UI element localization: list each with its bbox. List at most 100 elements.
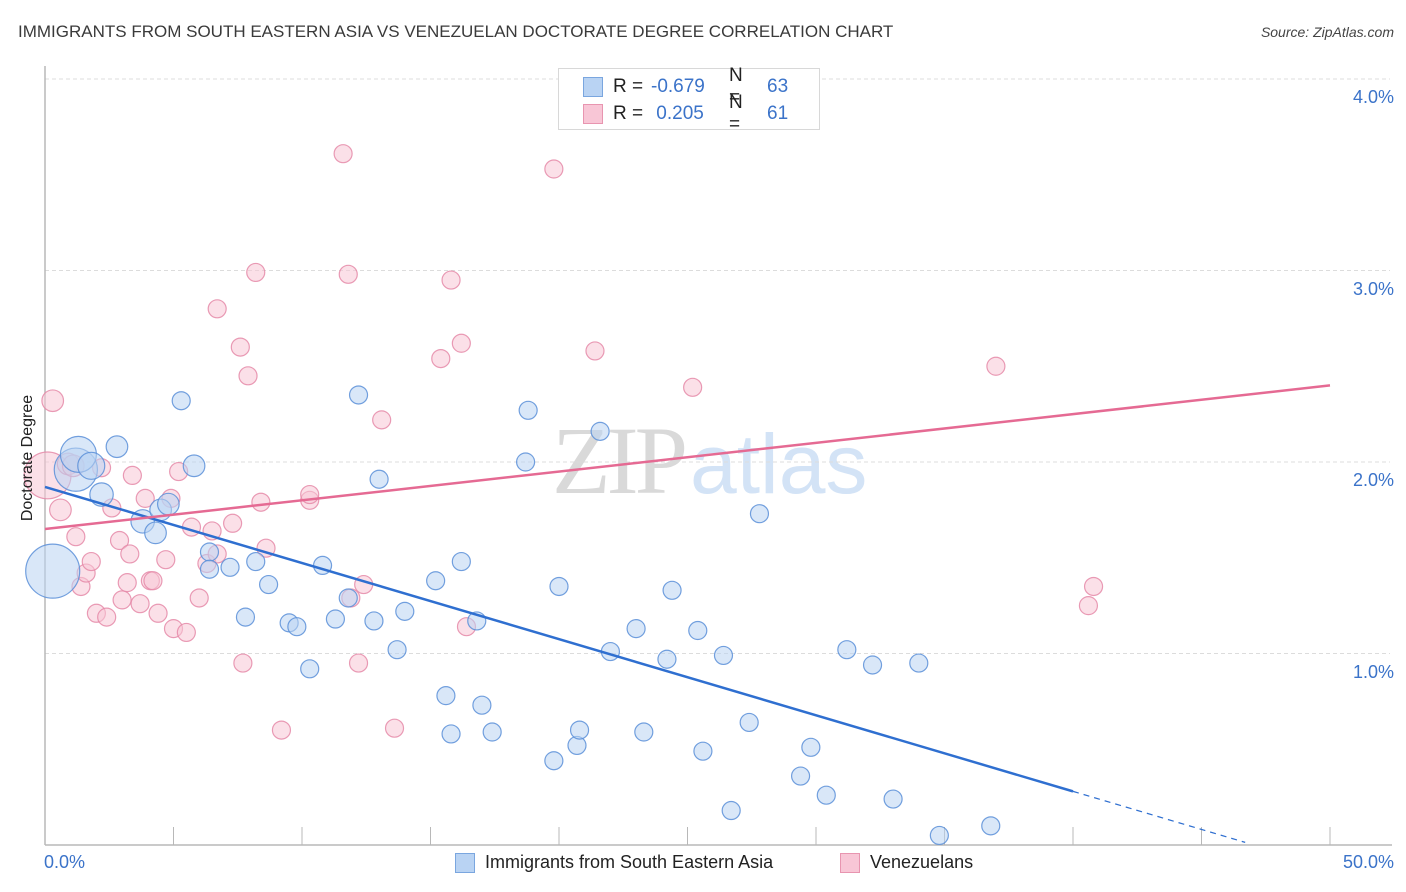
venezuelans-point <box>189 588 209 608</box>
immigrants-point <box>235 607 256 627</box>
immigrants-point <box>544 751 564 771</box>
immigrants-point <box>515 452 536 472</box>
venezuelans-point <box>1083 576 1104 597</box>
immigrants-point <box>199 542 220 562</box>
immigrants-trend-line <box>44 485 1074 793</box>
watermark-atlas: atlas <box>690 417 868 511</box>
immigrants-point <box>25 543 81 599</box>
source-label: Source: ZipAtlas.com <box>1260 24 1394 40</box>
venezuelans-point <box>120 544 140 564</box>
venezuelans-point <box>233 653 253 673</box>
immigrants-point <box>199 559 220 579</box>
immigrants-trend-extension <box>1072 790 1246 843</box>
venezuelans-point <box>230 337 250 357</box>
immigrants-point <box>436 686 456 706</box>
y-tick-label: 2.0% <box>1352 470 1394 490</box>
y-tick-label: 4.0% <box>1352 87 1394 107</box>
immigrants-point <box>837 640 857 660</box>
venezuelans-point <box>372 410 392 430</box>
immigrants-point <box>662 580 682 600</box>
x-tick-label-max: 50.0% <box>1342 852 1394 872</box>
venezuelans-point <box>130 594 150 614</box>
venezuelans-point <box>246 262 266 283</box>
legend-label: Venezuelans <box>870 852 974 872</box>
watermark: ZIPatlas <box>552 405 867 516</box>
venezuelans-point <box>384 718 405 738</box>
venezuelans-point <box>148 603 168 623</box>
immigrants-point <box>749 504 770 524</box>
immigrants-point <box>364 611 384 631</box>
n-label: N = <box>729 65 743 108</box>
legend-swatch-blue <box>583 77 603 97</box>
immigrants-point <box>182 454 206 478</box>
venezuelans-point <box>238 366 258 386</box>
immigrants-point <box>816 785 836 805</box>
n-label: N = <box>729 92 743 135</box>
immigrants-point <box>862 655 883 675</box>
venezuelans-point <box>441 270 461 290</box>
immigrants-point <box>482 722 502 742</box>
immigrants-point <box>688 620 708 641</box>
venezuelans-point <box>109 530 130 551</box>
immigrants-point <box>883 789 903 809</box>
immigrants-point <box>549 576 569 597</box>
immigrants-point <box>626 619 646 639</box>
legend-row-immigrants: R = -0.679 N = 63 <box>583 65 789 108</box>
venezuelans-points <box>23 144 1104 740</box>
n-value: 61 <box>767 103 789 124</box>
venezuelans-point <box>66 527 86 547</box>
trend-lines <box>44 384 1331 843</box>
venezuelans-point <box>585 341 605 361</box>
r-value: -0.679 <box>651 76 705 97</box>
immigrants-point <box>77 451 106 480</box>
venezuelans-point <box>49 498 72 522</box>
immigrants-point <box>387 640 407 660</box>
immigrants-point <box>693 741 713 761</box>
immigrants-point <box>657 649 677 669</box>
immigrants-point <box>369 469 389 489</box>
immigrants-point <box>246 551 266 572</box>
immigrants-point <box>426 571 446 591</box>
legend-swatch-blue <box>455 852 475 873</box>
immigrants-point <box>518 400 538 420</box>
series-legend: Immigrants from South Eastern Asia Venez… <box>0 852 1406 876</box>
venezuelans-point <box>223 513 243 533</box>
y-tick-label: 3.0% <box>1352 278 1394 299</box>
immigrants-point <box>451 551 471 572</box>
immigrants-point <box>156 492 180 516</box>
immigrants-point <box>348 385 369 405</box>
immigrants-point <box>981 816 1001 836</box>
immigrants-point <box>287 617 307 637</box>
r-value: 0.205 <box>651 103 704 124</box>
immigrants-point <box>721 800 741 821</box>
venezuelans-point <box>207 299 227 319</box>
immigrants-point <box>739 712 759 733</box>
n-value: 63 <box>767 76 789 97</box>
legend-item-venezuelans[interactable]: Venezuelans <box>840 852 973 873</box>
venezuelans-point <box>271 720 292 740</box>
legend-swatch-pink <box>840 852 860 873</box>
chart-title: IMMIGRANTS FROM SOUTH EASTERN ASIA VS VE… <box>18 22 894 41</box>
venezuelans-point <box>122 465 142 486</box>
x-tick-label-min: 0.0% <box>44 852 86 872</box>
venezuelans-point <box>156 550 176 570</box>
venezuelans-point <box>112 590 132 610</box>
immigrants-point <box>258 574 279 595</box>
immigrants-points <box>25 385 1001 846</box>
venezuelans-point <box>117 573 137 593</box>
venezuelans-point <box>41 389 65 413</box>
y-axis-label: Doctorate Degree <box>19 394 36 522</box>
legend-item-immigrants[interactable]: Immigrants from South Eastern Asia <box>455 852 773 873</box>
venezuelans-point <box>338 264 358 284</box>
immigrants-point <box>338 588 358 608</box>
immigrants-point <box>300 659 320 679</box>
y-tick-label: 1.0% <box>1352 661 1394 682</box>
venezuelans-point <box>348 653 369 673</box>
correlation-legend: R = -0.679 N = 63 R = 0.205 N = 61 <box>558 65 820 135</box>
venezuelans-point <box>1078 596 1099 616</box>
venezuelans-point <box>451 333 471 353</box>
immigrants-point <box>801 737 821 757</box>
legend-row-venezuelans: R = 0.205 N = 61 <box>583 92 789 135</box>
immigrants-point <box>171 391 191 411</box>
